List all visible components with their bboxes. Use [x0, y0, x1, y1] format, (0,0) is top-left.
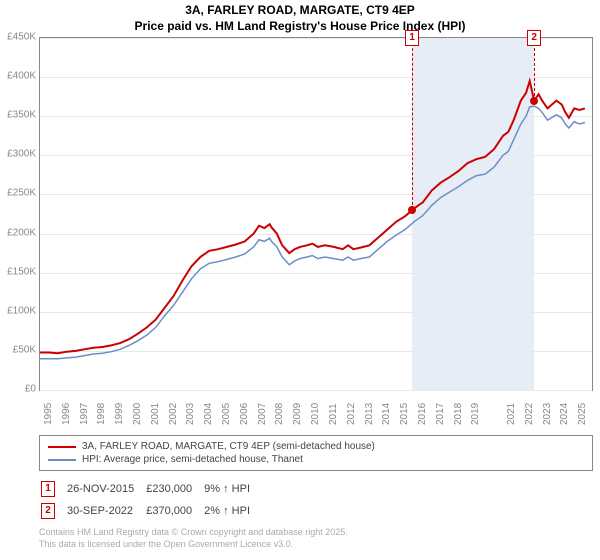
ytick-label: £250K	[7, 188, 36, 199]
marker-price: £230,000	[146, 479, 202, 499]
legend-row-2: HPI: Average price, semi-detached house,…	[48, 453, 584, 466]
xtick-label: 2024	[559, 403, 570, 425]
title-line-1: 3A, FARLEY ROAD, MARGATE, CT9 4EP	[0, 3, 600, 19]
arrow-up-icon	[223, 483, 229, 495]
xtick-label: 2025	[577, 403, 588, 425]
ytick-label: £450K	[7, 32, 36, 43]
line-series-svg	[40, 38, 592, 390]
legend-swatch-2	[48, 459, 76, 461]
xtick-label: 2019	[470, 403, 481, 425]
xtick-label: 2023	[542, 403, 553, 425]
title-line-2: Price paid vs. HM Land Registry's House …	[0, 19, 600, 35]
xtick-label: 2022	[524, 403, 535, 425]
marker-table-row: 2 30-SEP-2022£370,0002% HPI	[41, 501, 260, 521]
xtick-label: 2006	[239, 403, 250, 425]
legend-box: 3A, FARLEY ROAD, MARGATE, CT9 4EP (semi-…	[39, 435, 593, 471]
footer-attribution: Contains HM Land Registry data © Crown c…	[39, 527, 593, 550]
legend-swatch-1	[48, 446, 76, 448]
ytick-label: £100K	[7, 305, 36, 316]
xtick-label: 2005	[221, 403, 232, 425]
ytick-label: £400K	[7, 71, 36, 82]
xtick-label: 2007	[257, 403, 268, 425]
xtick-label: 2016	[417, 403, 428, 425]
series-hpi	[40, 106, 585, 359]
xtick-label: 1996	[61, 403, 72, 425]
legend-label-1: 3A, FARLEY ROAD, MARGATE, CT9 4EP (semi-…	[82, 441, 375, 452]
series-price-paid	[40, 81, 585, 353]
xtick-label: 2009	[292, 403, 303, 425]
xtick-label: 2004	[203, 403, 214, 425]
xtick-label: 2010	[310, 403, 321, 425]
xtick-label: 2001	[150, 403, 161, 425]
xtick-label: 2011	[328, 403, 339, 425]
ytick-label: £350K	[7, 110, 36, 121]
xtick-label: 2002	[168, 403, 179, 425]
xtick-label: 1995	[43, 403, 54, 425]
footer-line-2: This data is licensed under the Open Gov…	[39, 539, 593, 551]
marker-key-box: 1	[41, 481, 55, 497]
xtick-label: 2015	[399, 403, 410, 425]
xtick-label: 2021	[506, 403, 517, 425]
xtick-label: 2013	[364, 403, 375, 425]
marker-pct: 9% HPI	[204, 479, 260, 499]
xtick-label: 1997	[79, 403, 90, 425]
marker-pct: 2% HPI	[204, 501, 260, 521]
xtick-label: 2003	[185, 403, 196, 425]
xtick-label: 2000	[132, 403, 143, 425]
marker-key-box: 2	[41, 503, 55, 519]
marker-table-row: 1 26-NOV-2015£230,0009% HPI	[41, 479, 260, 499]
chart-plot-area: 12	[39, 37, 593, 391]
sale-marker-flag: 1	[405, 30, 419, 46]
ytick-label: £50K	[13, 344, 36, 355]
gridline	[40, 390, 592, 391]
xtick-label: 2012	[346, 403, 357, 425]
chart-title: 3A, FARLEY ROAD, MARGATE, CT9 4EP Price …	[0, 0, 600, 34]
sale-marker-line	[534, 38, 535, 101]
marker-date: 30-SEP-2022	[67, 501, 144, 521]
arrow-up-icon	[223, 505, 229, 517]
sale-marker-line	[412, 38, 413, 210]
sale-marker-flag: 2	[527, 30, 541, 46]
legend-row-1: 3A, FARLEY ROAD, MARGATE, CT9 4EP (semi-…	[48, 440, 584, 453]
xtick-label: 2017	[435, 403, 446, 425]
ytick-label: £150K	[7, 266, 36, 277]
marker-date: 26-NOV-2015	[67, 479, 144, 499]
sale-marker-table: 1 26-NOV-2015£230,0009% HPI 2 30-SEP-2022£3…	[39, 477, 262, 523]
ytick-label: £0	[25, 384, 36, 395]
xtick-label: 2008	[274, 403, 285, 425]
marker-price: £370,000	[146, 501, 202, 521]
xtick-label: 2014	[381, 403, 392, 425]
xtick-label: 2018	[453, 403, 464, 425]
sale-marker-point	[408, 206, 416, 214]
ytick-label: £200K	[7, 227, 36, 238]
footer-line-1: Contains HM Land Registry data © Crown c…	[39, 527, 593, 539]
xtick-label: 1999	[114, 403, 125, 425]
ytick-label: £300K	[7, 149, 36, 160]
sale-marker-point	[530, 97, 538, 105]
xtick-label: 1998	[96, 403, 107, 425]
legend-label-2: HPI: Average price, semi-detached house,…	[82, 454, 303, 465]
